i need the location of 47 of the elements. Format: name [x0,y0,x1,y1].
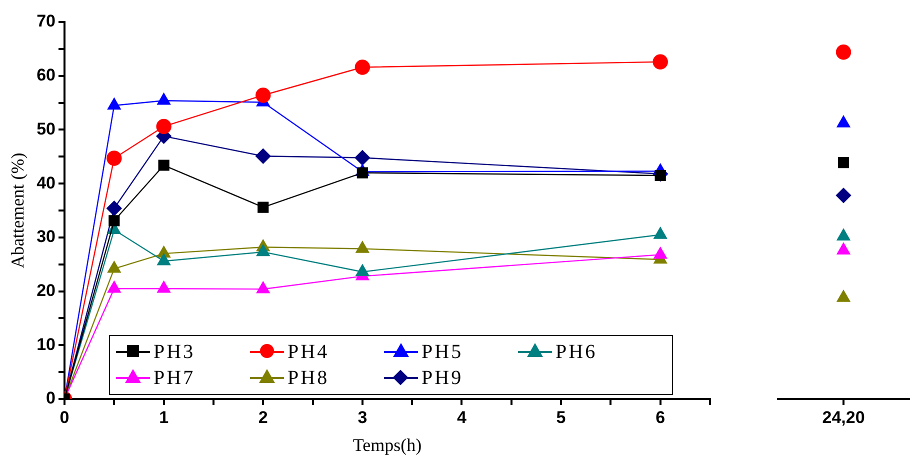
y-tick-label: 30 [36,227,56,246]
point [356,241,370,253]
y-axis-title: Abattement (%) [8,152,28,268]
point [108,261,121,273]
point [157,280,170,293]
point [106,200,122,216]
x-tick-label: 5 [556,408,566,427]
point [354,60,370,75]
point [108,280,121,293]
point [256,244,270,256]
point [652,54,668,70]
legend-label: PH7 [154,366,196,390]
x-axis-title: Temps(h) [352,434,422,455]
x-tick-label: 1 [159,408,169,427]
y-tick-label: 50 [36,119,56,138]
point [654,227,668,239]
x-tick-label: 2 [258,408,268,427]
y-tick-label: 0 [46,388,56,408]
y-tick-label: 70 [36,12,56,31]
x-tick-label: 0 [60,408,70,427]
legend-label: PH8 [288,366,330,390]
y-tick-label: 60 [36,66,56,85]
y-tick-label: 40 [36,173,56,192]
legend-label: PH5 [422,340,464,364]
x-tick-label: 24,20 [822,408,865,427]
point [156,118,172,134]
point [256,88,271,103]
point [157,254,170,266]
legend-label: PH3 [154,340,196,364]
point [106,150,122,166]
point [158,160,170,171]
x-tick-label: 6 [656,408,666,427]
legend-label: PH4 [288,340,330,364]
x-tick-label: 4 [457,408,467,427]
y-tick-label: 20 [36,280,56,300]
point [356,264,370,276]
legend-label: PH9 [422,366,464,390]
point [108,215,120,226]
point [654,247,668,259]
point [256,282,270,294]
y-tick-label: 10 [36,334,56,354]
point [256,148,271,164]
x-tick-label: 3 [358,408,368,427]
point [356,167,368,178]
point [354,150,370,166]
point [258,202,269,213]
legend-label: PH6 [556,340,598,364]
